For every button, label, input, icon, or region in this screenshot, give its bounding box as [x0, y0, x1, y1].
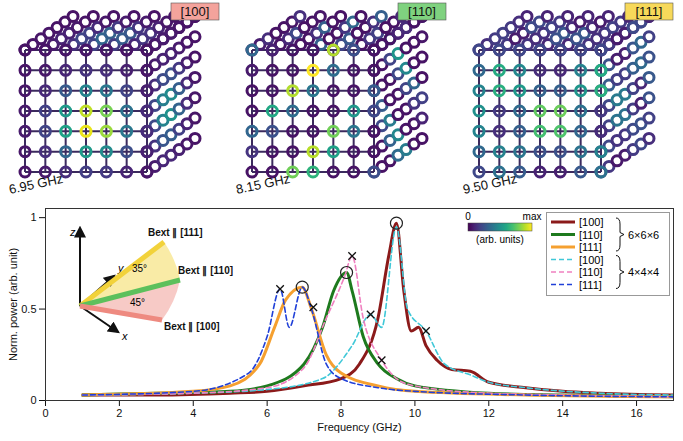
svg-text:[100]: [100]	[181, 4, 210, 19]
svg-text:Bext ∥ [100]: Bext ∥ [100]	[164, 321, 220, 333]
svg-text:6: 6	[264, 407, 270, 419]
svg-text:0: 0	[465, 211, 471, 222]
svg-text:14: 14	[557, 407, 569, 419]
svg-text:Norm. power (arb. unit): Norm. power (arb. unit)	[7, 248, 19, 361]
svg-text:35°: 35°	[132, 263, 147, 274]
svg-text:z: z	[69, 226, 76, 238]
svg-text:[110]: [110]	[579, 266, 603, 278]
svg-text:6.95 GHz: 6.95 GHz	[8, 171, 65, 197]
svg-text:Frequency (GHz): Frequency (GHz)	[317, 421, 401, 433]
svg-text:16: 16	[630, 407, 642, 419]
svg-text:12: 12	[483, 407, 495, 419]
svg-text:[111]: [111]	[636, 4, 663, 19]
svg-text:0: 0	[42, 407, 48, 419]
svg-text:Bext ∥ [110]: Bext ∥ [110]	[178, 265, 233, 277]
svg-text:[111]: [111]	[579, 279, 602, 291]
svg-text:[111]: [111]	[579, 241, 602, 253]
svg-text:y: y	[118, 262, 124, 274]
svg-text:4: 4	[190, 407, 196, 419]
svg-text:[100]: [100]	[579, 216, 603, 228]
svg-text:10: 10	[409, 407, 421, 419]
svg-text:0: 0	[30, 394, 36, 406]
svg-text:[110]: [110]	[579, 229, 603, 241]
svg-text:8.15 GHz: 8.15 GHz	[235, 171, 292, 197]
svg-text:Bext ∥ [111]: Bext ∥ [111]	[148, 227, 202, 239]
svg-text:9.50 GHz: 9.50 GHz	[462, 171, 519, 197]
svg-text:4×4×4: 4×4×4	[628, 266, 659, 278]
svg-text:1: 1	[30, 211, 36, 223]
svg-text:2: 2	[116, 407, 122, 419]
svg-text:0.5: 0.5	[21, 303, 36, 315]
svg-text:(arb. units): (arb. units)	[476, 234, 524, 245]
svg-text:x: x	[121, 330, 128, 342]
svg-text:[110]: [110]	[408, 4, 436, 19]
svg-text:max: max	[523, 211, 542, 222]
svg-text:6×6×6: 6×6×6	[628, 229, 659, 241]
svg-text:8: 8	[338, 407, 344, 419]
svg-text:45°: 45°	[130, 297, 145, 308]
svg-text:[100]: [100]	[579, 254, 603, 266]
